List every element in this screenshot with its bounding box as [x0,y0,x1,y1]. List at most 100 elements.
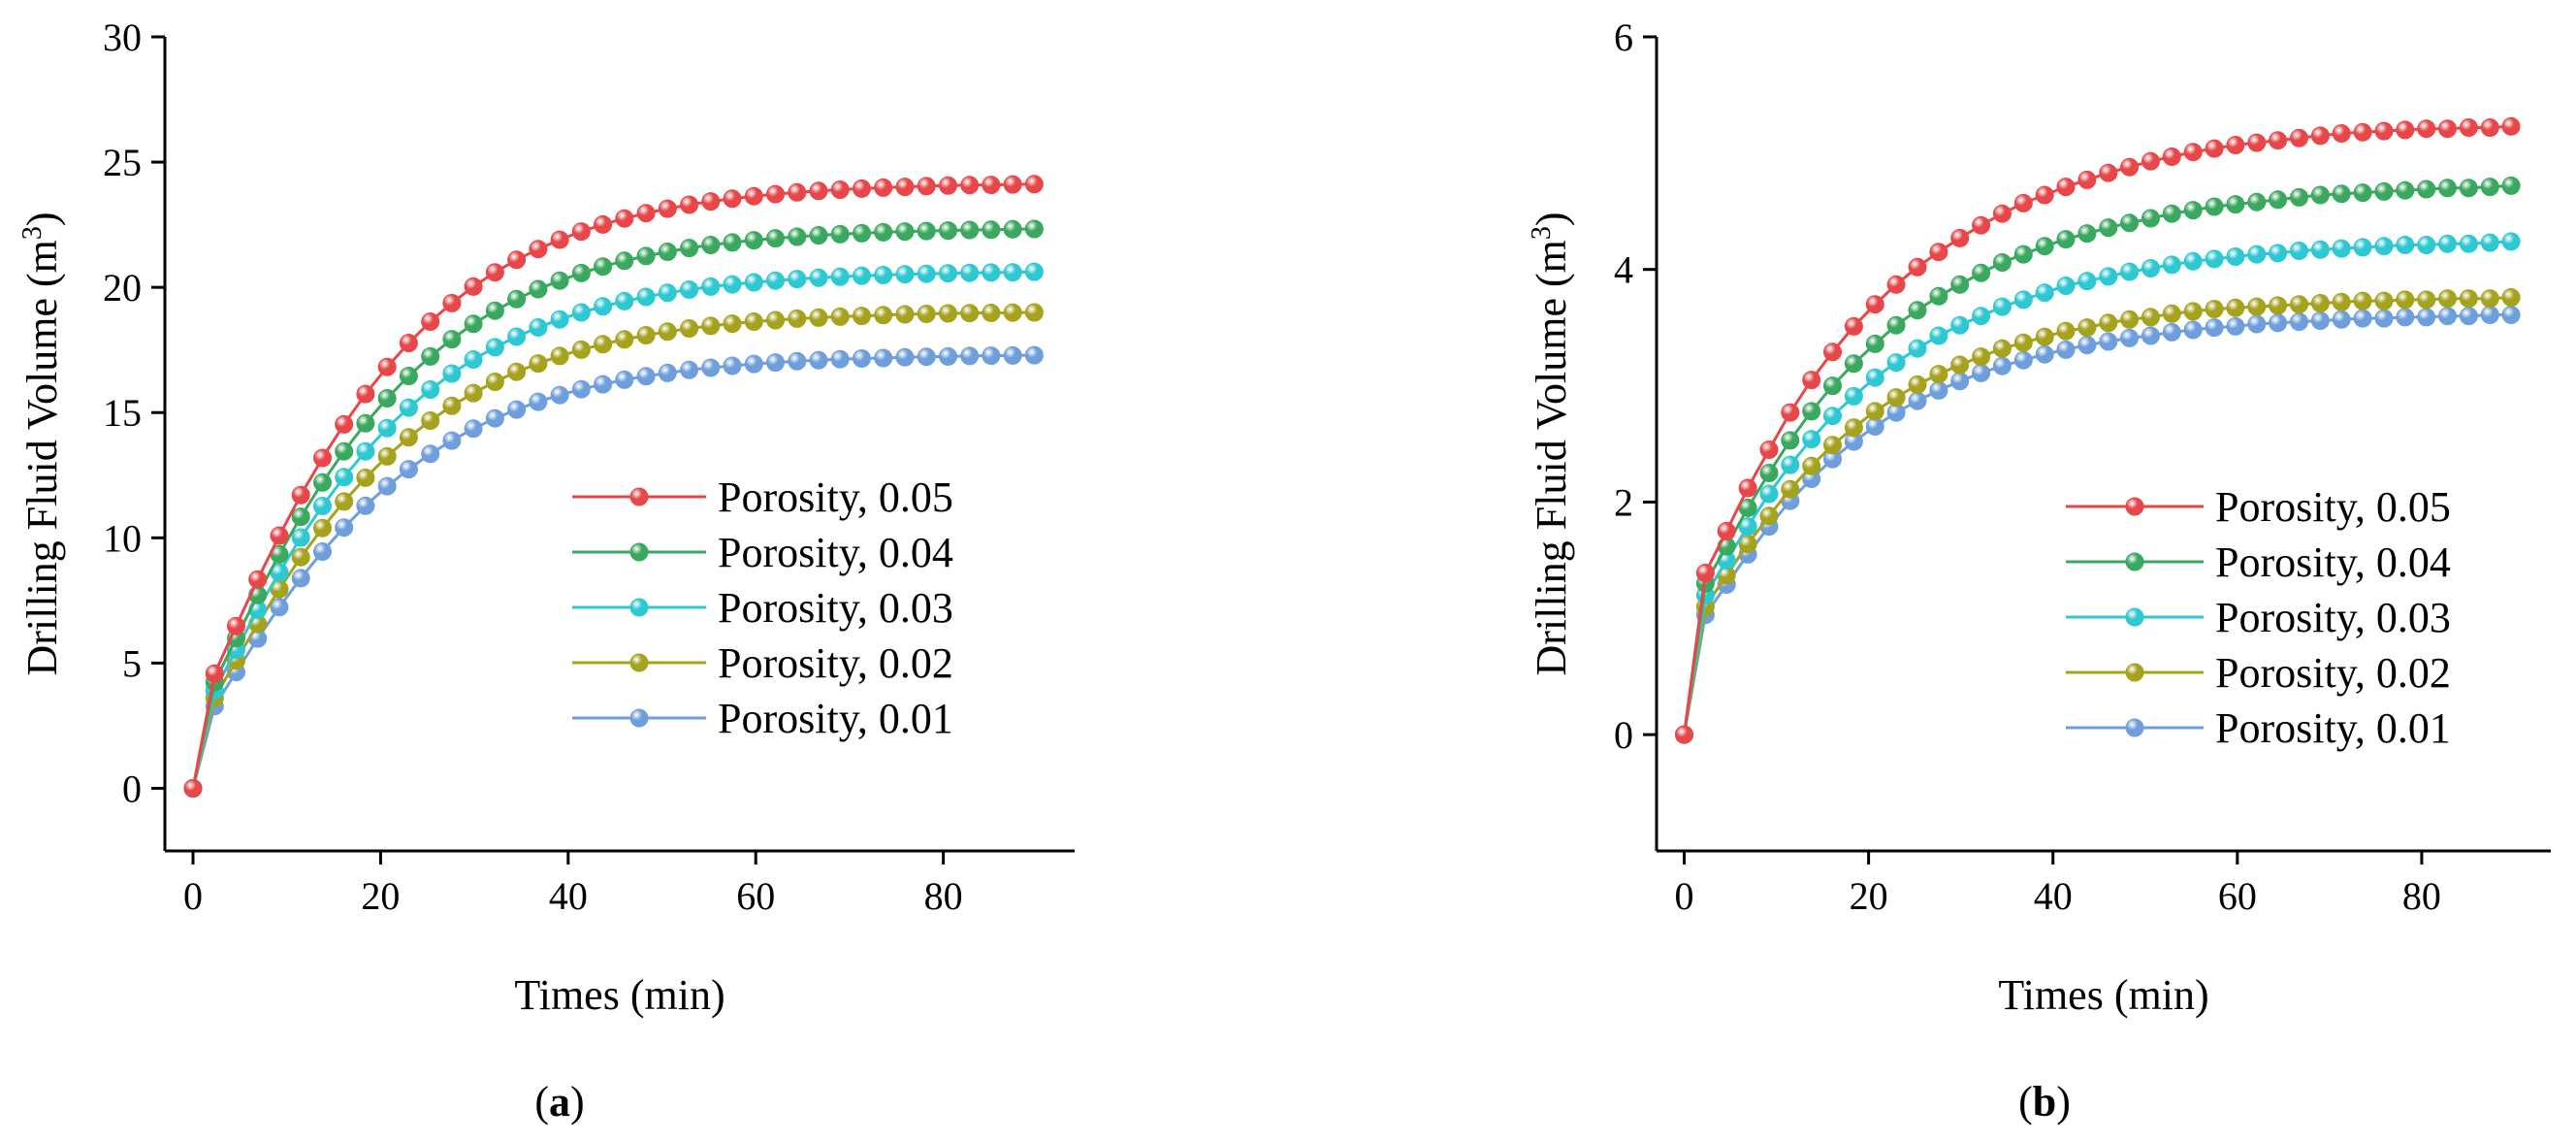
data-point [507,362,527,381]
data-point [2269,296,2288,315]
data-point [701,192,721,212]
x-tick-label: 60 [2218,874,2257,918]
data-point [853,223,871,243]
data-point [2183,143,2203,162]
data-point [550,346,569,366]
data-point [335,414,354,434]
data-point [960,263,980,282]
legend-label: Porosity, 0.01 [718,695,953,742]
data-point [2120,213,2140,233]
data-point [2120,157,2140,177]
data-point [830,267,850,286]
data-point [982,176,1001,195]
data-point [2013,290,2033,310]
series-line [191,353,1035,789]
data-point [529,354,548,374]
legend-label: Porosity, 0.03 [2215,594,2451,641]
data-point [1781,455,1800,474]
data-point [335,468,354,487]
data-point [377,418,397,438]
data-point [615,209,634,228]
data-point [529,318,548,337]
data-point [2480,178,2499,197]
data-point [2480,233,2499,252]
data-point [442,330,462,349]
data-point [1972,307,1991,326]
series-line [1683,124,2512,735]
data-point [1738,478,1757,498]
data-point [464,383,483,403]
data-point [2480,289,2499,309]
data-point [895,265,915,284]
data-point [895,347,915,367]
data-point [2077,272,2097,291]
data-point [2353,183,2372,203]
data-point [1759,440,1779,459]
data-point [2310,294,2330,312]
data-point [2353,291,2372,310]
data-point [2205,197,2224,216]
data-point [939,264,957,283]
series-line [191,227,1035,789]
data-point [2183,201,2203,220]
data-point [2310,126,2330,146]
data-point [2247,297,2267,316]
data-point [2183,320,2203,340]
data-point [1992,204,2012,223]
data-point [1865,334,1884,353]
data-point [1024,345,1044,365]
data-point [399,334,418,352]
data-point [2013,245,2033,264]
data-point [960,220,980,240]
data-point [1950,372,1970,391]
data-point [853,349,871,368]
series-porosity-0-03 [1675,232,2521,744]
data-point [809,308,828,327]
data-point [507,400,527,419]
data-point [1844,316,1863,336]
data-point [2120,310,2140,329]
data-point [658,322,677,342]
data-point [291,528,310,547]
legend-label: Porosity, 0.01 [2215,704,2451,752]
data-point [2438,289,2457,309]
data-point [939,176,957,195]
data-point [335,492,354,511]
y-tick-label: 25 [103,141,142,184]
data-point [2374,291,2394,310]
data-point [1823,436,1842,455]
data-point [701,277,721,296]
data-point [1908,257,1927,277]
data-point [313,542,332,561]
y-tick-label: 4 [1614,248,1633,292]
data-point [2205,139,2224,158]
data-point [895,178,915,197]
data-point [917,177,936,196]
data-point [2501,116,2521,136]
data-point [1908,301,1927,320]
data-point [1950,355,1970,375]
series-line [191,270,1035,789]
data-point [1865,295,1884,314]
data-point [874,266,893,284]
data-point [2374,121,2394,141]
data-point [982,304,1001,322]
data-point [874,348,893,368]
data-point [830,307,850,326]
data-point [809,268,828,287]
data-point [2501,306,2521,324]
y-tick-label: 0 [122,767,142,810]
data-point [2141,151,2160,171]
data-point [766,184,785,204]
data-point [1929,243,1948,262]
data-point [2099,313,2118,333]
data-point [291,507,310,527]
data-point [2310,185,2330,205]
data-point [485,338,504,357]
data-point [594,257,613,277]
data-point [270,598,289,617]
data-point [2290,187,2308,207]
data-point [594,297,613,316]
data-point [1759,506,1779,526]
